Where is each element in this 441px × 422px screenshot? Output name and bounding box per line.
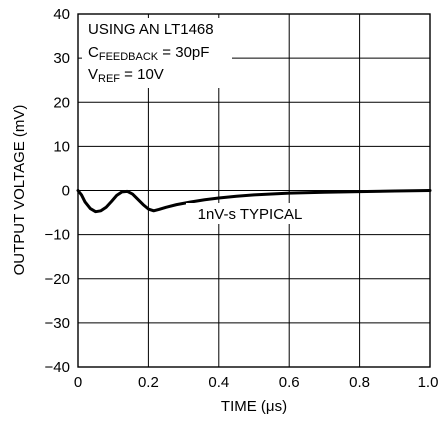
output-voltage-line [76,189,432,214]
annotation-background [82,18,232,88]
curve-label-background [186,203,314,224]
x-tick-label: 0.6 [279,374,300,391]
y-tick-label: 20 [53,94,70,111]
annotation-line-1: USING AN LT1468 [88,21,214,38]
y-tick-label: −30 [45,315,70,332]
x-tick-label: 0.2 [138,374,159,391]
y-tick-label: 10 [53,138,70,155]
x-axis-title: TIME (μs) [221,398,287,415]
annotation-line-3: VREF = 10V [88,66,164,85]
y-tick-labels: 40 30 20 10 0 −10 −20 −30 −40 [45,6,70,376]
y-tick-label: 30 [53,50,70,67]
y-tick-label: −20 [45,271,70,288]
y-tick-label: −40 [45,359,70,376]
y-tick-label: 40 [53,6,70,23]
annotation-line-2: CFEEDBACK = 30pF [88,44,209,63]
x-tick-label: 1.0 [418,374,439,391]
x-tick-labels: 0 0.2 0.4 0.6 0.8 1.0 [74,374,439,391]
y-tick-label: −10 [45,227,70,244]
y-axis-title: OUTPUT VOLTAGE (mV) [11,105,28,276]
x-tick-label: 0.8 [349,374,370,391]
x-tick-label: 0.4 [208,374,229,391]
curve-label: 1nV-s TYPICAL [198,206,303,223]
y-tick-label: 0 [62,183,70,200]
x-tick-label: 0 [74,374,82,391]
